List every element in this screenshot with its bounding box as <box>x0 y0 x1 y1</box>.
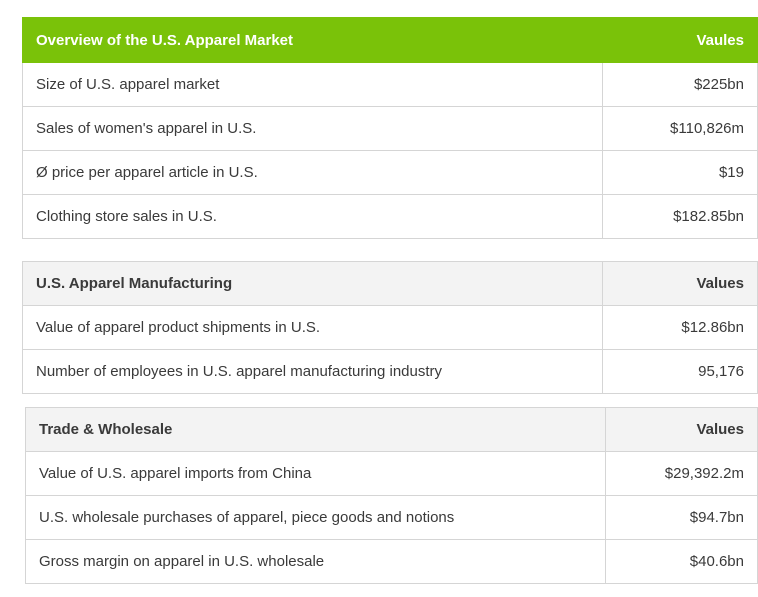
row-value: 95,176 <box>602 349 758 394</box>
row-value: $19 <box>602 150 758 195</box>
header-value: Values <box>602 261 758 306</box>
header-value: Values <box>605 407 758 452</box>
row-label: Gross margin on apparel in U.S. wholesal… <box>25 539 606 584</box>
table-row: Value of U.S. apparel imports from China… <box>25 451 758 496</box>
table-header-row: Trade & Wholesale Values <box>25 407 758 452</box>
row-value: $12.86bn <box>602 305 758 350</box>
apparel-market-overview-table: Overview of the U.S. Apparel Market Vaul… <box>22 17 758 239</box>
trade-wholesale-table: Trade & Wholesale Values Value of U.S. a… <box>25 407 758 584</box>
table-row: Clothing store sales in U.S. $182.85bn <box>22 194 758 239</box>
row-value: $225bn <box>602 62 758 107</box>
table-row: Sales of women's apparel in U.S. $110,82… <box>22 106 758 151</box>
row-value: $40.6bn <box>605 539 758 584</box>
table-row: Ø price per apparel article in U.S. $19 <box>22 150 758 195</box>
table-row: Value of apparel product shipments in U.… <box>22 305 758 350</box>
header-value: Vaules <box>602 17 758 63</box>
row-value: $182.85bn <box>602 194 758 239</box>
row-label: Clothing store sales in U.S. <box>22 194 603 239</box>
row-label: Value of U.S. apparel imports from China <box>25 451 606 496</box>
table-row: Size of U.S. apparel market $225bn <box>22 62 758 107</box>
row-label: Sales of women's apparel in U.S. <box>22 106 603 151</box>
table-row: Number of employees in U.S. apparel manu… <box>22 349 758 394</box>
table-header-row: Overview of the U.S. Apparel Market Vaul… <box>22 17 758 63</box>
row-value: $94.7bn <box>605 495 758 540</box>
apparel-manufacturing-table: U.S. Apparel Manufacturing Values Value … <box>22 261 758 394</box>
row-value: $29,392.2m <box>605 451 758 496</box>
row-label: Ø price per apparel article in U.S. <box>22 150 603 195</box>
row-label: Size of U.S. apparel market <box>22 62 603 107</box>
table-row: U.S. wholesale purchases of apparel, pie… <box>25 495 758 540</box>
table-row: Gross margin on apparel in U.S. wholesal… <box>25 539 758 584</box>
header-label: Overview of the U.S. Apparel Market <box>22 17 603 63</box>
row-label: Number of employees in U.S. apparel manu… <box>22 349 603 394</box>
header-label: U.S. Apparel Manufacturing <box>22 261 603 306</box>
row-label: U.S. wholesale purchases of apparel, pie… <box>25 495 606 540</box>
header-label: Trade & Wholesale <box>25 407 606 452</box>
row-value: $110,826m <box>602 106 758 151</box>
row-label: Value of apparel product shipments in U.… <box>22 305 603 350</box>
table-header-row: U.S. Apparel Manufacturing Values <box>22 261 758 306</box>
